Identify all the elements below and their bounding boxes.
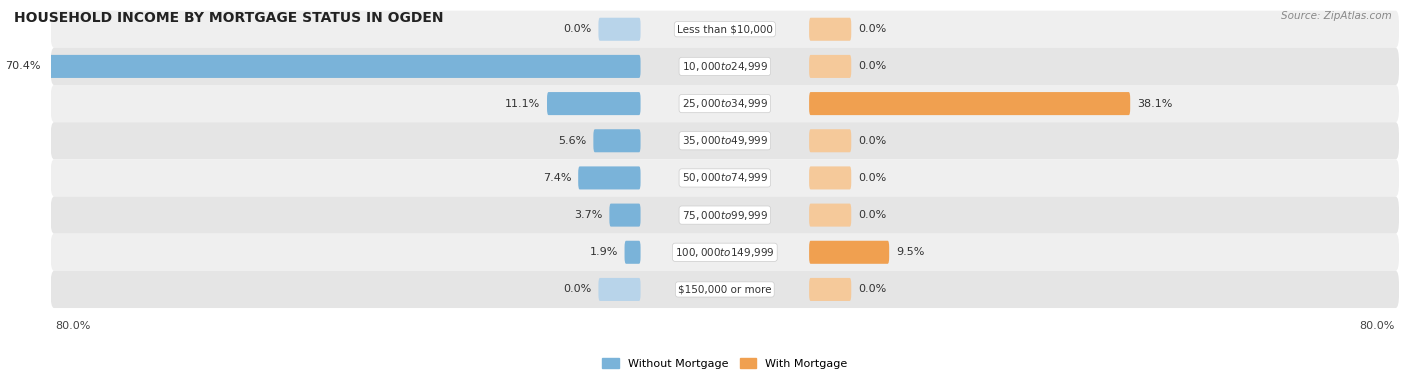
Text: 0.0%: 0.0% bbox=[858, 24, 886, 34]
FancyBboxPatch shape bbox=[808, 241, 889, 264]
FancyBboxPatch shape bbox=[609, 204, 641, 227]
FancyBboxPatch shape bbox=[51, 85, 1399, 122]
Text: 0.0%: 0.0% bbox=[858, 210, 886, 220]
FancyBboxPatch shape bbox=[808, 129, 851, 152]
Text: HOUSEHOLD INCOME BY MORTGAGE STATUS IN OGDEN: HOUSEHOLD INCOME BY MORTGAGE STATUS IN O… bbox=[14, 11, 443, 25]
Text: 0.0%: 0.0% bbox=[858, 136, 886, 146]
FancyBboxPatch shape bbox=[51, 159, 1399, 196]
Text: 7.4%: 7.4% bbox=[543, 173, 571, 183]
Text: Less than $10,000: Less than $10,000 bbox=[676, 24, 773, 34]
Text: $75,000 to $99,999: $75,000 to $99,999 bbox=[682, 208, 768, 222]
FancyBboxPatch shape bbox=[808, 166, 851, 190]
Text: Source: ZipAtlas.com: Source: ZipAtlas.com bbox=[1281, 11, 1392, 21]
Text: 3.7%: 3.7% bbox=[574, 210, 603, 220]
Text: 0.0%: 0.0% bbox=[564, 284, 592, 294]
FancyBboxPatch shape bbox=[51, 196, 1399, 234]
Text: 5.6%: 5.6% bbox=[558, 136, 586, 146]
Text: $35,000 to $49,999: $35,000 to $49,999 bbox=[682, 134, 768, 147]
FancyBboxPatch shape bbox=[808, 55, 851, 78]
FancyBboxPatch shape bbox=[624, 241, 641, 264]
Text: $50,000 to $74,999: $50,000 to $74,999 bbox=[682, 172, 768, 184]
Text: 80.0%: 80.0% bbox=[1360, 321, 1395, 331]
FancyBboxPatch shape bbox=[51, 11, 1399, 48]
Text: $150,000 or more: $150,000 or more bbox=[678, 284, 772, 294]
FancyBboxPatch shape bbox=[599, 278, 641, 301]
FancyBboxPatch shape bbox=[808, 92, 1130, 115]
Legend: Without Mortgage, With Mortgage: Without Mortgage, With Mortgage bbox=[598, 354, 852, 373]
Text: $25,000 to $34,999: $25,000 to $34,999 bbox=[682, 97, 768, 110]
FancyBboxPatch shape bbox=[599, 18, 641, 41]
FancyBboxPatch shape bbox=[547, 92, 641, 115]
FancyBboxPatch shape bbox=[51, 48, 1399, 85]
Text: 9.5%: 9.5% bbox=[896, 247, 924, 257]
FancyBboxPatch shape bbox=[48, 55, 641, 78]
Text: 1.9%: 1.9% bbox=[589, 247, 617, 257]
Text: $10,000 to $24,999: $10,000 to $24,999 bbox=[682, 60, 768, 73]
FancyBboxPatch shape bbox=[51, 234, 1399, 271]
FancyBboxPatch shape bbox=[51, 122, 1399, 159]
FancyBboxPatch shape bbox=[808, 278, 851, 301]
Text: 0.0%: 0.0% bbox=[858, 173, 886, 183]
Text: 0.0%: 0.0% bbox=[858, 284, 886, 294]
FancyBboxPatch shape bbox=[593, 129, 641, 152]
Text: 38.1%: 38.1% bbox=[1137, 99, 1173, 109]
Text: $100,000 to $149,999: $100,000 to $149,999 bbox=[675, 246, 775, 259]
FancyBboxPatch shape bbox=[808, 204, 851, 227]
FancyBboxPatch shape bbox=[808, 18, 851, 41]
Text: 0.0%: 0.0% bbox=[858, 61, 886, 71]
Text: 0.0%: 0.0% bbox=[564, 24, 592, 34]
Text: 70.4%: 70.4% bbox=[6, 61, 41, 71]
Text: 11.1%: 11.1% bbox=[505, 99, 540, 109]
Text: 80.0%: 80.0% bbox=[55, 321, 90, 331]
FancyBboxPatch shape bbox=[51, 271, 1399, 308]
FancyBboxPatch shape bbox=[578, 166, 641, 190]
